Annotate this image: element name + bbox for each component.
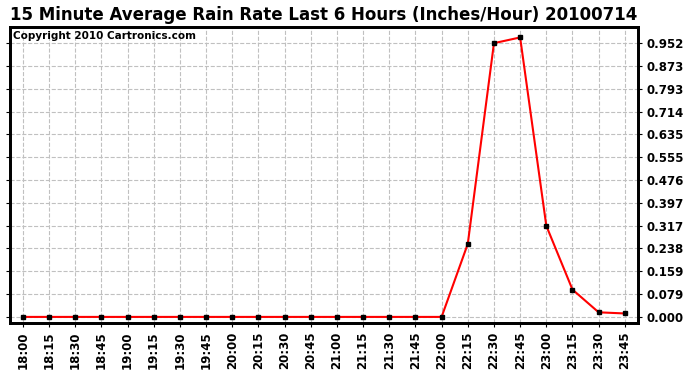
Title: 15 Minute Average Rain Rate Last 6 Hours (Inches/Hour) 20100714: 15 Minute Average Rain Rate Last 6 Hours… xyxy=(10,6,638,24)
Text: Copyright 2010 Cartronics.com: Copyright 2010 Cartronics.com xyxy=(13,31,196,41)
